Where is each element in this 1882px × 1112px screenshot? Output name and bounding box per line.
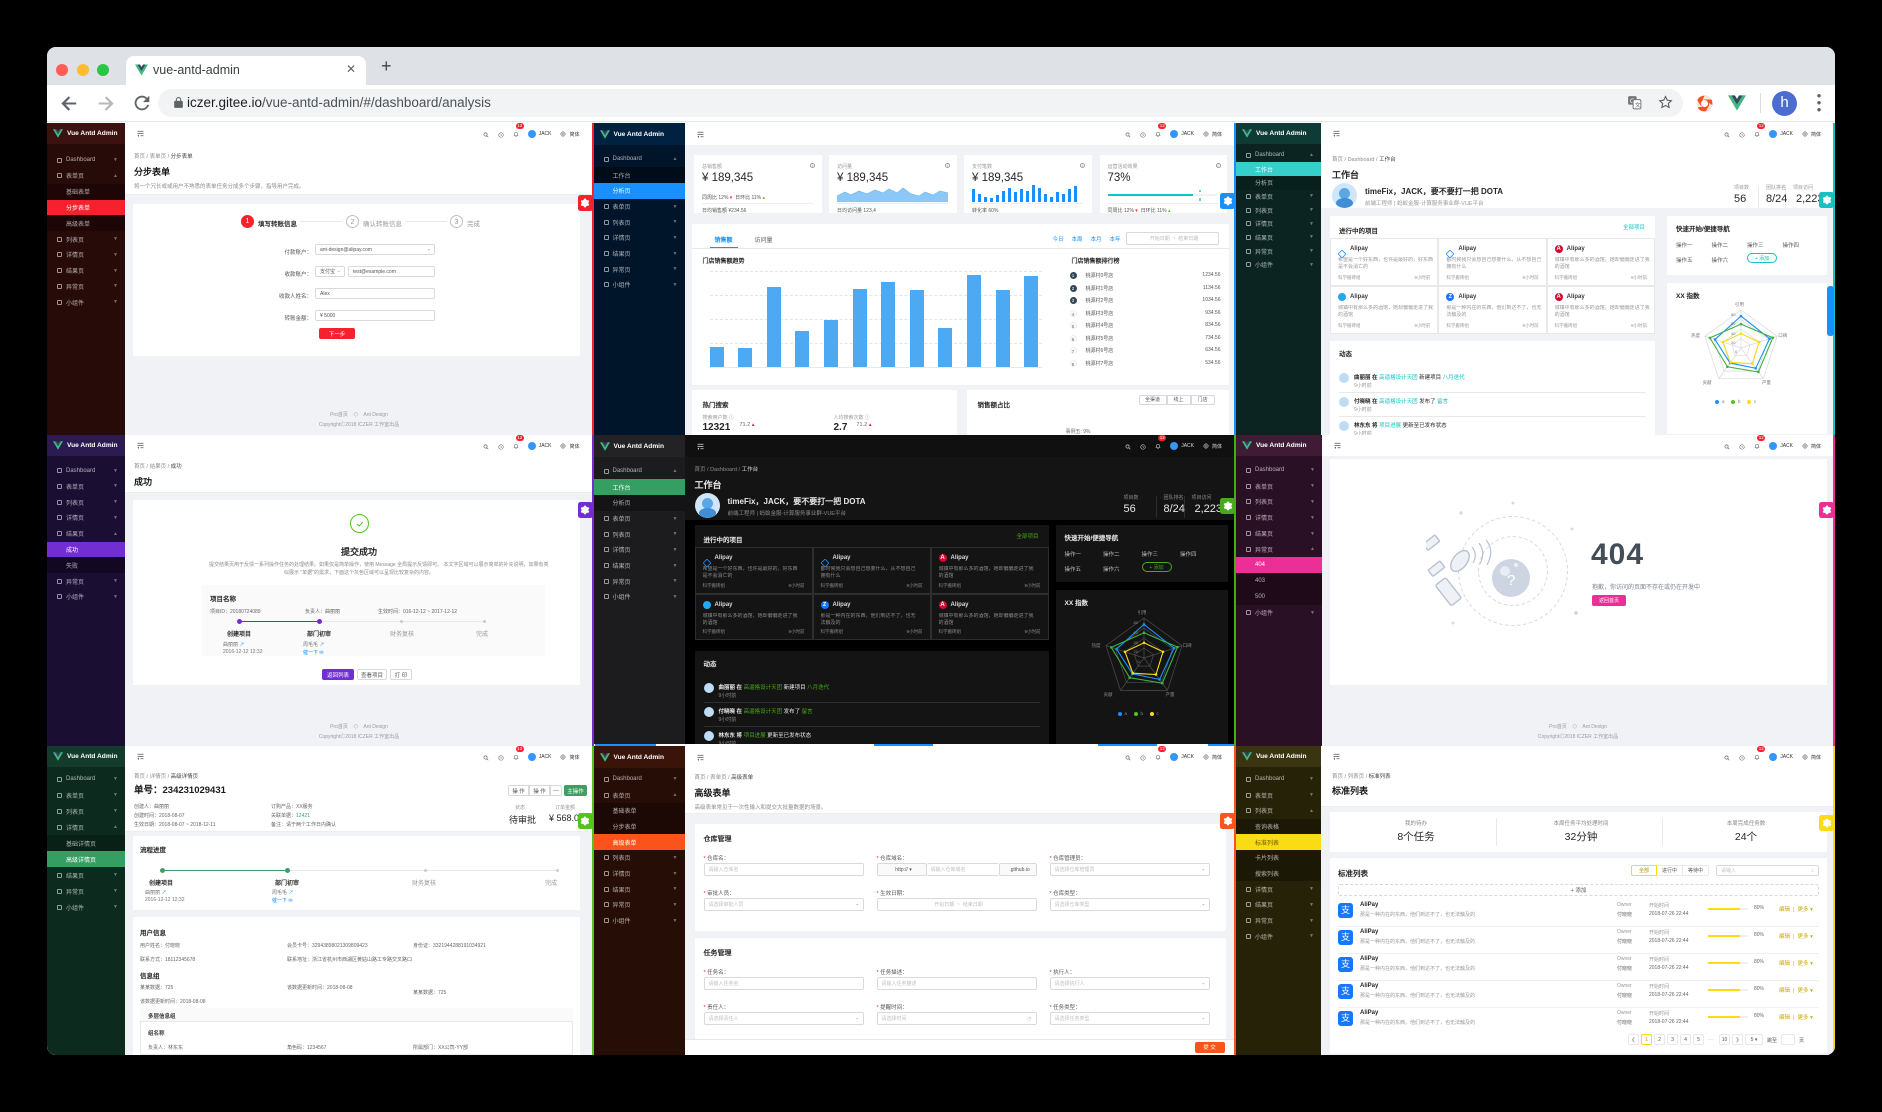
svg-text:文: 文 (1635, 101, 1641, 109)
svg-text:?: ? (1507, 572, 1515, 589)
svg-text:G: G (1630, 98, 1635, 105)
